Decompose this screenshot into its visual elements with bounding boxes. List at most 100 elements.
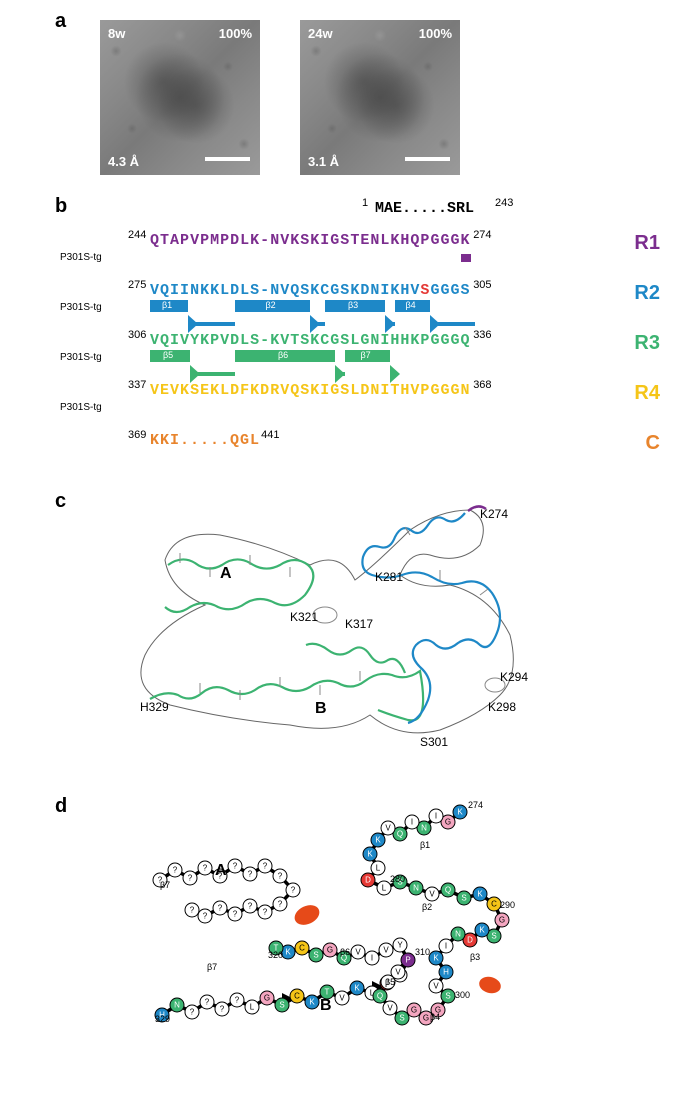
- resnum-end-R2: 305: [473, 279, 491, 291]
- residue-label-K298: K298: [488, 700, 516, 714]
- residue-letter: ?: [203, 912, 208, 921]
- beta-label-β6: β6: [340, 947, 350, 957]
- residue-letter: S: [445, 992, 450, 1001]
- residue-label-K317: K317: [345, 617, 373, 631]
- resnum-310: 310: [415, 947, 430, 957]
- beta-arrow-β6: β6: [235, 350, 335, 362]
- residue-letter: G: [327, 946, 333, 955]
- resnum-280: 280: [390, 874, 405, 884]
- residue-letter: ?: [248, 870, 253, 879]
- residue-letter: I: [371, 954, 373, 963]
- residue-letter: I: [411, 818, 413, 827]
- tg-label-R4: P301S-tg: [60, 402, 102, 413]
- micro-bl-1: 3.1 Å: [308, 154, 339, 169]
- density-blob: [477, 974, 502, 995]
- residue-letter: G: [445, 818, 451, 827]
- residue-letter: K: [477, 890, 483, 899]
- residue-letter: I: [445, 942, 447, 951]
- panel-c-label: c: [55, 490, 66, 513]
- nterm-end: 243: [495, 197, 513, 209]
- beta-arrow-β5: β5: [150, 350, 190, 362]
- scalebar-1: [405, 157, 450, 161]
- micrograph-24w: 24w 100% 3.1 Å: [300, 20, 460, 175]
- residue-letter: K: [375, 836, 381, 845]
- residue-letter: C: [294, 992, 300, 1001]
- beta-arrow-β1: β1: [150, 300, 188, 312]
- chain-label-B: B: [320, 997, 332, 1014]
- seq-R1: QTAPVPMPDLK-NVKSKIGSTENLKHQPGGGK: [150, 232, 471, 249]
- resnum-329: 329: [155, 1014, 170, 1024]
- seq-R2: VQIINKKLDLS-NVQSKCGSKDNIKHVSGGGS: [150, 282, 471, 299]
- cterm-label: C: [646, 432, 660, 455]
- panel-d-label: d: [55, 795, 67, 818]
- repeat-label-R2: R2: [634, 282, 660, 305]
- residue-letter: ?: [190, 906, 195, 915]
- residue-letter: K: [433, 954, 439, 963]
- panel-a: 8w 100% 4.3 Å 24w 100% 3.1 Å: [100, 20, 580, 180]
- micrograph-8w: 8w 100% 4.3 Å: [100, 20, 260, 175]
- nterm-seq: MAE.....SRL: [375, 200, 474, 217]
- micro-bl-0: 4.3 Å: [108, 154, 139, 169]
- panel-b-label: b: [55, 195, 67, 218]
- chain-label-B: B: [315, 700, 327, 718]
- residue-letter: K: [457, 808, 463, 817]
- residue-label-K294: K294: [500, 670, 528, 684]
- residue-letter: C: [299, 944, 305, 953]
- resnum-274: 274: [468, 800, 483, 810]
- seq-R4: VEVKSEKLDFKDRVQSKIGSLDNITHVPGGGN: [150, 382, 471, 399]
- residue-letter: T: [325, 988, 330, 997]
- beta-label-β5: β5: [385, 977, 395, 987]
- residue-letter: S: [399, 1014, 404, 1023]
- beta-label-β2: β2: [422, 902, 432, 912]
- residue-letter: Q: [445, 886, 451, 895]
- panel-c: K274K281K317K321K294K298H329S301AB: [110, 495, 540, 745]
- residue-letter: N: [455, 930, 461, 939]
- panel-d-schematic: ?????????????????HN????LGSCKTVKLDVPYVIVQ…: [110, 800, 540, 1070]
- beta-arrow-β7: β7: [345, 350, 390, 362]
- residue-letter: L: [250, 1003, 255, 1012]
- residue-letter: V: [429, 890, 435, 899]
- beta-arrow-β3: β3: [325, 300, 385, 312]
- residue-letter: ?: [263, 862, 268, 871]
- cterm-end: 441: [261, 429, 279, 441]
- residue-letter: V: [355, 948, 361, 957]
- chain-label-A: A: [220, 565, 232, 583]
- cterm-seq: KKI.....QGL: [150, 432, 260, 449]
- residue-letter: ?: [190, 1008, 195, 1017]
- resnum-end-R4: 368: [473, 379, 491, 391]
- seq-R3: VQIVYKPVDLS-KVTSKCGSLGNIHHKPGGGQ: [150, 332, 471, 349]
- beta-label-β3: β3: [470, 952, 480, 962]
- residue-letter: G: [411, 1006, 417, 1015]
- thin-connector: [385, 322, 395, 326]
- residue-letter: K: [367, 850, 373, 859]
- residue-letter: Y: [397, 941, 403, 950]
- micro-tl-0: 8w: [108, 26, 125, 41]
- r1-end-marker: [461, 254, 471, 262]
- residue-letter: S: [313, 951, 318, 960]
- residue-label-K274: K274: [480, 507, 508, 521]
- cterm-start: 369: [128, 429, 146, 441]
- panel-a-label: a: [55, 10, 66, 33]
- residue-letter: N: [421, 824, 427, 833]
- resnum-start-R4: 337: [128, 379, 146, 391]
- residue-letter: ?: [203, 864, 208, 873]
- tg-label-R2: P301S-tg: [60, 302, 102, 313]
- tg-label-R1: P301S-tg: [60, 252, 102, 263]
- nterm-start: 1: [362, 197, 368, 209]
- residue-letter: ?: [278, 900, 283, 909]
- residue-letter: N: [413, 884, 419, 893]
- repeat-label-R3: R3: [634, 332, 660, 355]
- residue-letter: D: [467, 936, 473, 945]
- residue-letter: ?: [220, 1005, 225, 1014]
- resnum-start-R2: 275: [128, 279, 146, 291]
- micro-tr-0: 100%: [219, 26, 252, 41]
- residue-letter: D: [365, 876, 371, 885]
- residue-letter: ?: [278, 872, 283, 881]
- residue-letter: Q: [397, 830, 403, 839]
- residue-letter: N: [174, 1001, 180, 1010]
- residue-letter: ?: [173, 866, 178, 875]
- beta-label-β4: β4: [430, 1012, 440, 1022]
- thin-connector: [190, 372, 235, 376]
- resnum-320: 320: [268, 950, 283, 960]
- residue-letter: ?: [291, 886, 296, 895]
